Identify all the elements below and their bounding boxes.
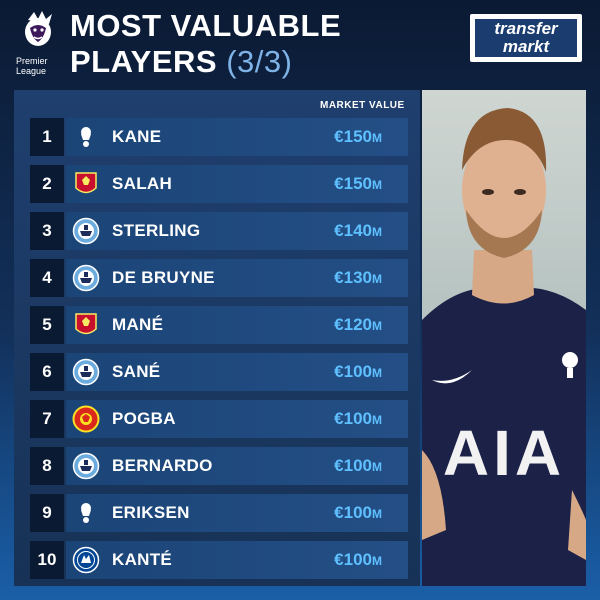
man-city-crest-icon (72, 264, 100, 292)
transfermarkt-logo: transfer markt (470, 14, 582, 62)
player-name: KANTÉ (112, 550, 173, 569)
market-value-unit: M (372, 366, 382, 380)
table-row: 9 ERIKSEN €100M (30, 494, 408, 532)
market-value: €100M (334, 400, 382, 439)
market-value-amount: €100 (334, 503, 372, 522)
chelsea-crest-icon (72, 546, 100, 574)
shirt-sponsor-text: AIA (443, 417, 565, 489)
title-line2: PLAYERS (70, 44, 218, 79)
market-value-unit: M (372, 272, 382, 286)
rank-number: 3 (30, 212, 64, 250)
lion-icon (25, 11, 52, 46)
player-name: BERNARDO (112, 456, 213, 475)
market-value: €100M (334, 353, 382, 392)
tottenham-crest-icon (562, 352, 578, 378)
tottenham-crest-icon (72, 123, 100, 151)
table-row: 2 SALAH €150M (30, 165, 408, 203)
market-value-header: MARKET VALUE (320, 100, 405, 111)
title-part-indicator: (3/3) (226, 44, 293, 79)
market-value-unit: M (372, 319, 382, 333)
market-value: €120M (334, 306, 382, 345)
brand-line1: transfer (494, 19, 558, 38)
market-value-amount: €140 (334, 221, 372, 240)
market-value-amount: €150 (334, 174, 372, 193)
man-city-crest-icon (72, 358, 100, 386)
table-row: 1 KANE €150M (30, 118, 408, 156)
market-value-unit: M (372, 507, 382, 521)
rank-number: 9 (30, 494, 64, 532)
player-name: STERLING (112, 221, 201, 240)
market-value-amount: €100 (334, 409, 372, 428)
row-bar (66, 400, 408, 438)
market-value-amount: €100 (334, 456, 372, 475)
table-row: 5 MANÉ €120M (30, 306, 408, 344)
row-bar (66, 353, 408, 391)
liverpool-crest-icon (72, 311, 100, 339)
player-name: SALAH (112, 174, 173, 193)
player-name: POGBA (112, 409, 176, 428)
player-name: SANÉ (112, 362, 161, 381)
title-line1: MOST VALUABLE (70, 8, 342, 43)
market-value: €100M (334, 494, 382, 533)
market-value: €130M (334, 259, 382, 298)
league-logo-line2: League (16, 66, 47, 76)
rank-number: 7 (30, 400, 64, 438)
row-bar (66, 494, 408, 532)
table-row: 8 BERNARDO €100M (30, 447, 408, 485)
man-city-crest-icon (72, 217, 100, 245)
market-value-amount: €150 (334, 127, 372, 146)
row-bar (66, 118, 408, 156)
player-name: ERIKSEN (112, 503, 190, 522)
market-value-unit: M (372, 131, 382, 145)
rank-number: 2 (30, 165, 64, 203)
liverpool-crest-icon (72, 170, 100, 198)
player-name: MANÉ (112, 315, 164, 334)
market-value-unit: M (372, 413, 382, 427)
market-value-amount: €130 (334, 268, 372, 287)
table-row: 7 POGBA €100M (30, 400, 408, 438)
rank-number: 8 (30, 447, 64, 485)
table-row: 4 DE BRUYNE €130M (30, 259, 408, 297)
market-value: €140M (334, 212, 382, 251)
rank-number: 10 (30, 541, 64, 579)
market-value: €150M (334, 118, 382, 157)
player-photo: AIA (422, 90, 586, 586)
row-bar (66, 541, 408, 579)
brand-line2: markt (502, 37, 550, 56)
market-value-amount: €100 (334, 362, 372, 381)
man-united-crest-icon (72, 405, 100, 433)
market-value: €100M (334, 541, 382, 580)
premier-league-logo: Premier League (14, 10, 68, 78)
rank-number: 5 (30, 306, 64, 344)
table-row: 3 STERLING €140M (30, 212, 408, 250)
player-name: KANE (112, 127, 162, 146)
player-name: DE BRUYNE (112, 268, 215, 287)
row-bar (66, 165, 408, 203)
market-value: €150M (334, 165, 382, 204)
market-value-unit: M (372, 225, 382, 239)
rank-number: 6 (30, 353, 64, 391)
market-value: €100M (334, 447, 382, 486)
row-bar (66, 259, 408, 297)
swoosh-icon (432, 370, 472, 384)
rank-number: 4 (30, 259, 64, 297)
table-row: 6 SANÉ €100M (30, 353, 408, 391)
market-value-unit: M (372, 460, 382, 474)
row-bar (66, 306, 408, 344)
market-value-amount: €100 (334, 550, 372, 569)
market-value-unit: M (372, 554, 382, 568)
man-city-crest-icon (72, 452, 100, 480)
table-row: 10 KANTÉ €100M (30, 541, 408, 579)
row-bar (66, 447, 408, 485)
row-bar (66, 212, 408, 250)
tottenham-crest-icon (72, 499, 100, 527)
league-logo-line1: Premier (16, 56, 48, 66)
page-title: MOST VALUABLE PLAYERS (3/3) (70, 8, 341, 80)
market-value-unit: M (372, 178, 382, 192)
rank-number: 1 (30, 118, 64, 156)
market-value-amount: €120 (334, 315, 372, 334)
